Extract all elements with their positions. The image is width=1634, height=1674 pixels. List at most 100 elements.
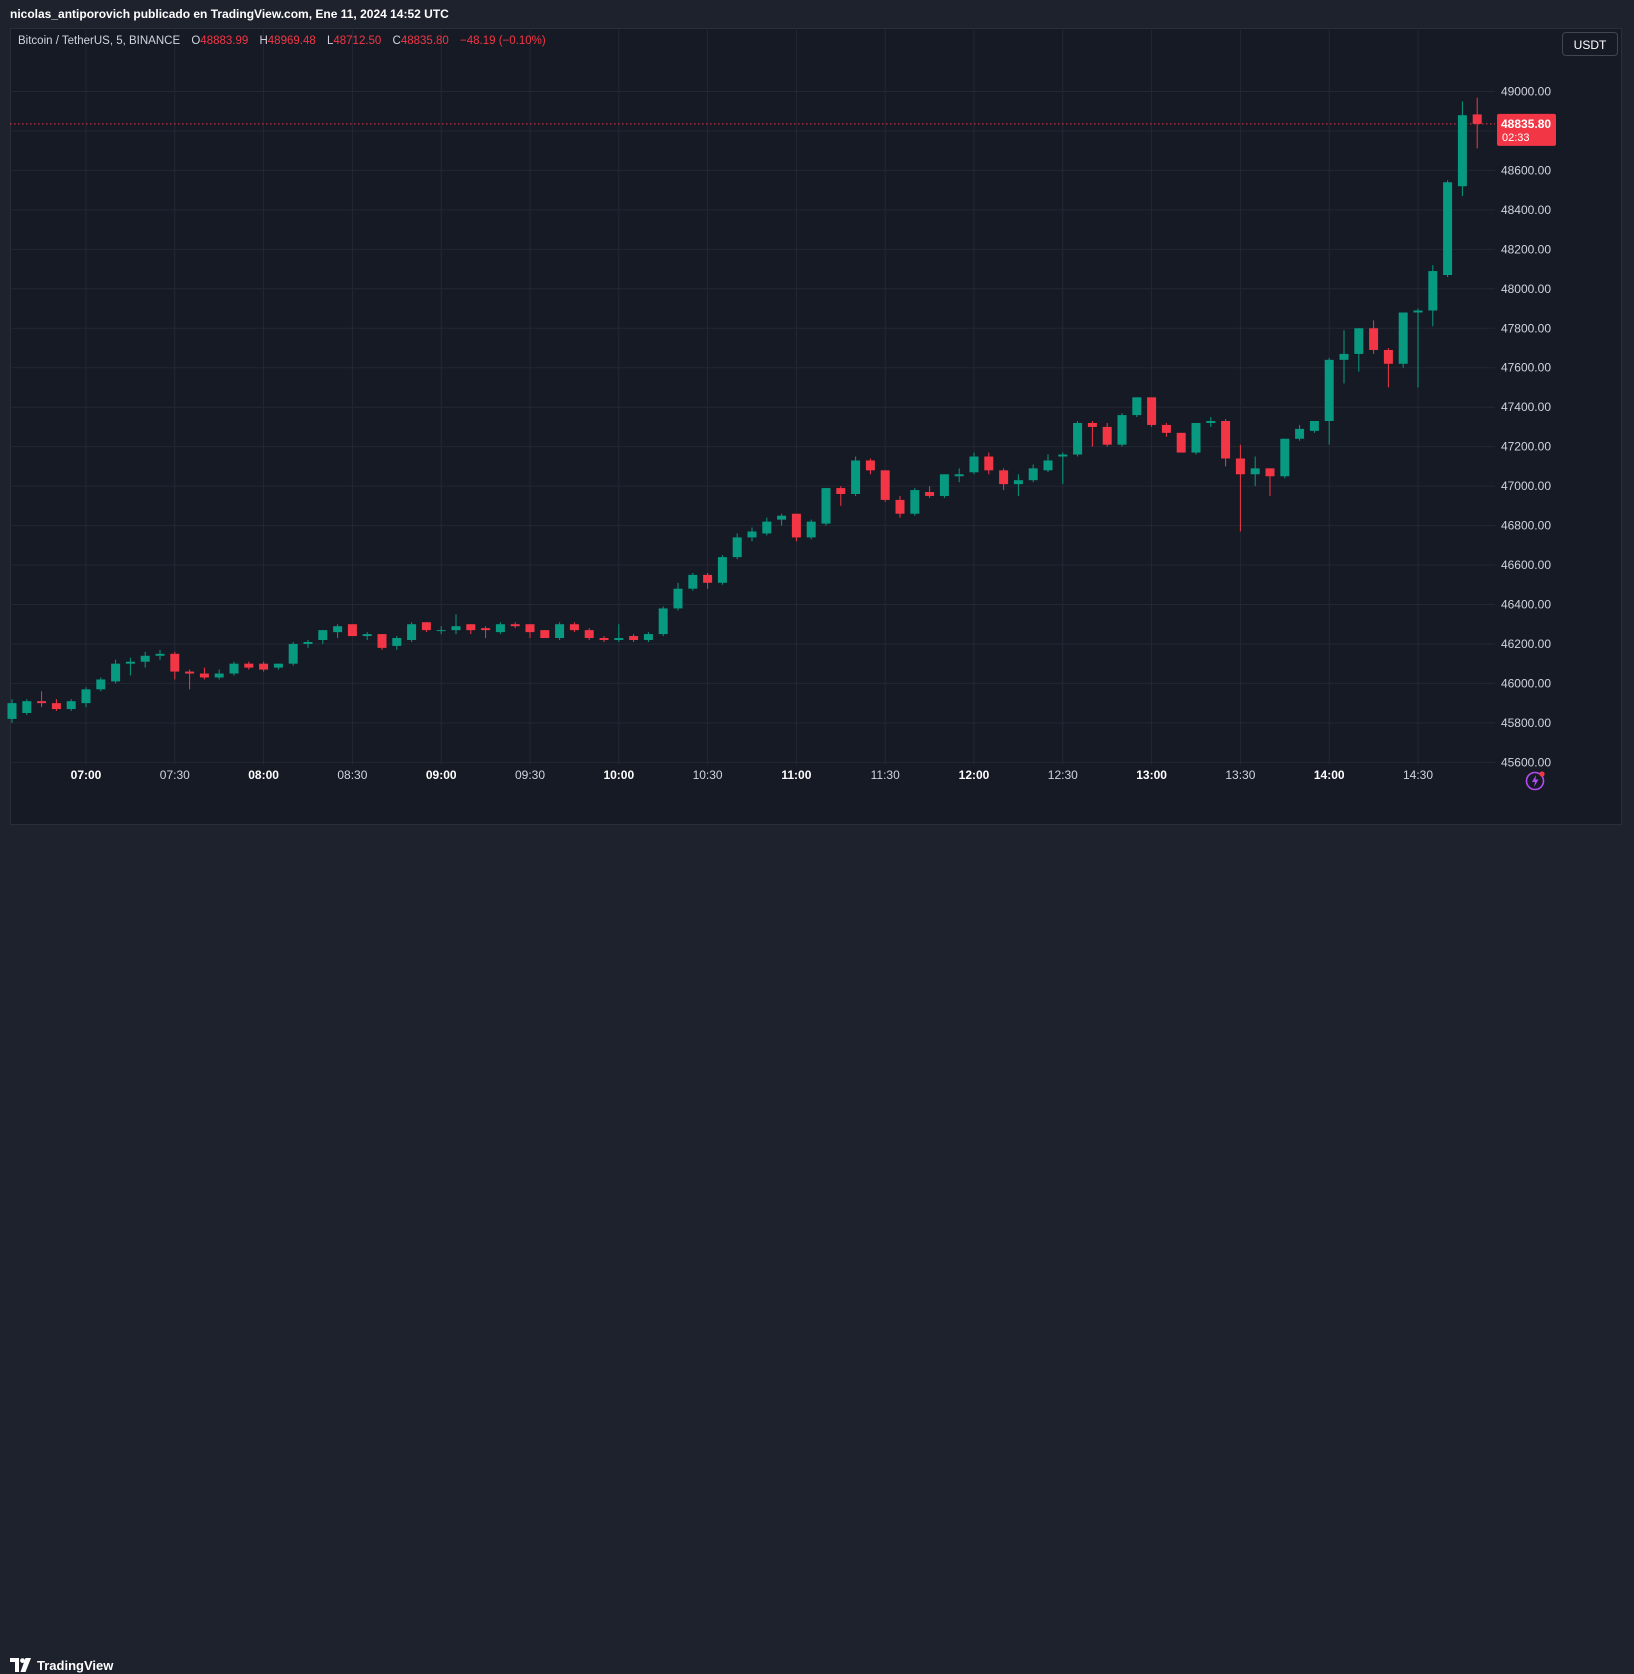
candle-up bbox=[303, 641, 313, 644]
candle-up bbox=[1250, 468, 1260, 475]
x-tick-label: 07:00 bbox=[71, 768, 102, 782]
candle-down bbox=[865, 460, 875, 471]
candle-up bbox=[66, 701, 76, 710]
candle-up bbox=[806, 521, 816, 538]
x-tick-label: 13:30 bbox=[1225, 768, 1255, 782]
candle-down bbox=[599, 638, 609, 640]
x-tick-label: 11:30 bbox=[871, 768, 900, 782]
open-label: O bbox=[191, 35, 201, 47]
candle-up bbox=[1043, 460, 1053, 471]
candle-up bbox=[1013, 480, 1023, 485]
y-tick-label: 47200.00 bbox=[1501, 440, 1551, 454]
y-tick-label: 47600.00 bbox=[1501, 361, 1551, 375]
y-tick-label: 48200.00 bbox=[1501, 242, 1551, 256]
tradingview-logo-icon bbox=[10, 1658, 31, 1672]
candle-down bbox=[540, 630, 550, 639]
y-tick-label: 46000.00 bbox=[1501, 676, 1551, 690]
candle-up bbox=[111, 663, 121, 682]
y-tick-label: 45600.00 bbox=[1501, 755, 1551, 769]
candlestick-chart[interactable]: 45600.00 45800.00 46000.00 46200.00 46400.00… bbox=[0, 0, 1634, 857]
candle-up bbox=[273, 663, 283, 668]
x-tick-label: 11:00 bbox=[781, 768, 811, 782]
publisher-info: nicolas_antiporovich publicado en Tradin… bbox=[10, 7, 449, 21]
candle-up bbox=[1443, 182, 1453, 275]
x-tick-label: 07:30 bbox=[160, 768, 190, 782]
candle-up bbox=[81, 689, 91, 704]
currency-button[interactable]: USDT bbox=[1562, 32, 1618, 56]
footer-bar: TradingView bbox=[0, 825, 1634, 1673]
candle-down bbox=[1369, 328, 1379, 350]
candle-down bbox=[1147, 397, 1157, 425]
candle-down bbox=[791, 513, 801, 538]
high-label: H bbox=[259, 35, 268, 47]
candle-up bbox=[392, 638, 402, 646]
candle-up bbox=[658, 608, 668, 635]
candle-up bbox=[747, 531, 757, 538]
candle-down bbox=[37, 701, 47, 704]
candle-up bbox=[910, 490, 920, 514]
publish-header: nicolas_antiporovich publicado en Tradin… bbox=[0, 0, 1634, 28]
candle-up bbox=[954, 474, 964, 477]
price-tag-countdown: 02:33 bbox=[1502, 132, 1530, 144]
symbol-legend: Bitcoin / TetherUS, 5, BINANCE O48883.99… bbox=[18, 35, 546, 47]
candle-down bbox=[703, 574, 713, 583]
y-tick-label: 46600.00 bbox=[1501, 558, 1551, 572]
candle-down bbox=[1102, 426, 1112, 445]
candle-down bbox=[836, 488, 846, 494]
x-tick-label: 12:00 bbox=[959, 768, 990, 782]
candle-down bbox=[185, 671, 195, 674]
candle-up bbox=[1028, 468, 1038, 481]
y-tick-label: 46400.00 bbox=[1501, 597, 1551, 611]
candle-up bbox=[1280, 438, 1290, 477]
candle-down bbox=[259, 663, 269, 670]
x-tick-label: 08:00 bbox=[248, 768, 279, 782]
y-tick-label: 47400.00 bbox=[1501, 400, 1551, 414]
candle-up bbox=[96, 679, 106, 690]
candle-up bbox=[1309, 421, 1319, 431]
candle-up bbox=[22, 701, 32, 713]
candle-down bbox=[584, 630, 594, 639]
x-tick-label: 10:30 bbox=[693, 768, 723, 782]
tradingview-brand[interactable]: TradingView bbox=[10, 1656, 113, 1674]
candle-up bbox=[1058, 454, 1068, 457]
lightning-icon[interactable] bbox=[1525, 769, 1547, 791]
y-tick-label: 49000.00 bbox=[1501, 85, 1551, 99]
candle-up bbox=[1073, 422, 1083, 455]
footer-brand-label: TradingView bbox=[37, 1657, 114, 1673]
candle-up bbox=[495, 624, 505, 633]
candle-up bbox=[673, 588, 683, 609]
candle-down bbox=[481, 628, 491, 631]
candle-up bbox=[969, 456, 979, 473]
candle-up bbox=[333, 626, 343, 633]
candle-up bbox=[7, 703, 17, 719]
candle-up bbox=[643, 634, 653, 640]
candle-down bbox=[51, 703, 61, 710]
candle-up bbox=[140, 655, 150, 662]
candle-up bbox=[1457, 115, 1467, 187]
y-tick-label: 48400.00 bbox=[1501, 203, 1551, 217]
candle-up bbox=[688, 574, 698, 589]
candle-down bbox=[1265, 468, 1275, 477]
candle-up bbox=[851, 460, 861, 494]
candle-down bbox=[199, 673, 209, 678]
candle-up bbox=[1339, 353, 1349, 360]
candle-up bbox=[1354, 328, 1364, 354]
candle-down bbox=[629, 636, 639, 640]
candle-up bbox=[1295, 428, 1305, 439]
x-tick-label: 09:00 bbox=[426, 768, 457, 782]
candle-up bbox=[1413, 310, 1423, 313]
candle-down bbox=[1235, 458, 1245, 475]
candle-up bbox=[436, 630, 446, 632]
candle-down bbox=[1176, 432, 1186, 453]
chart-frame[interactable] bbox=[10, 28, 1622, 825]
candle-down bbox=[525, 624, 535, 633]
x-tick-label: 13:00 bbox=[1136, 768, 1167, 782]
y-tick-label: 47800.00 bbox=[1501, 321, 1551, 335]
candle-up bbox=[1191, 422, 1201, 453]
price-tag bbox=[1497, 113, 1556, 146]
open-value: 48883.99 bbox=[200, 35, 249, 47]
y-tick-label: 48600.00 bbox=[1501, 163, 1551, 177]
candle-down bbox=[466, 624, 476, 631]
x-tick-label: 10:00 bbox=[603, 768, 634, 782]
candle-down bbox=[1161, 424, 1171, 433]
